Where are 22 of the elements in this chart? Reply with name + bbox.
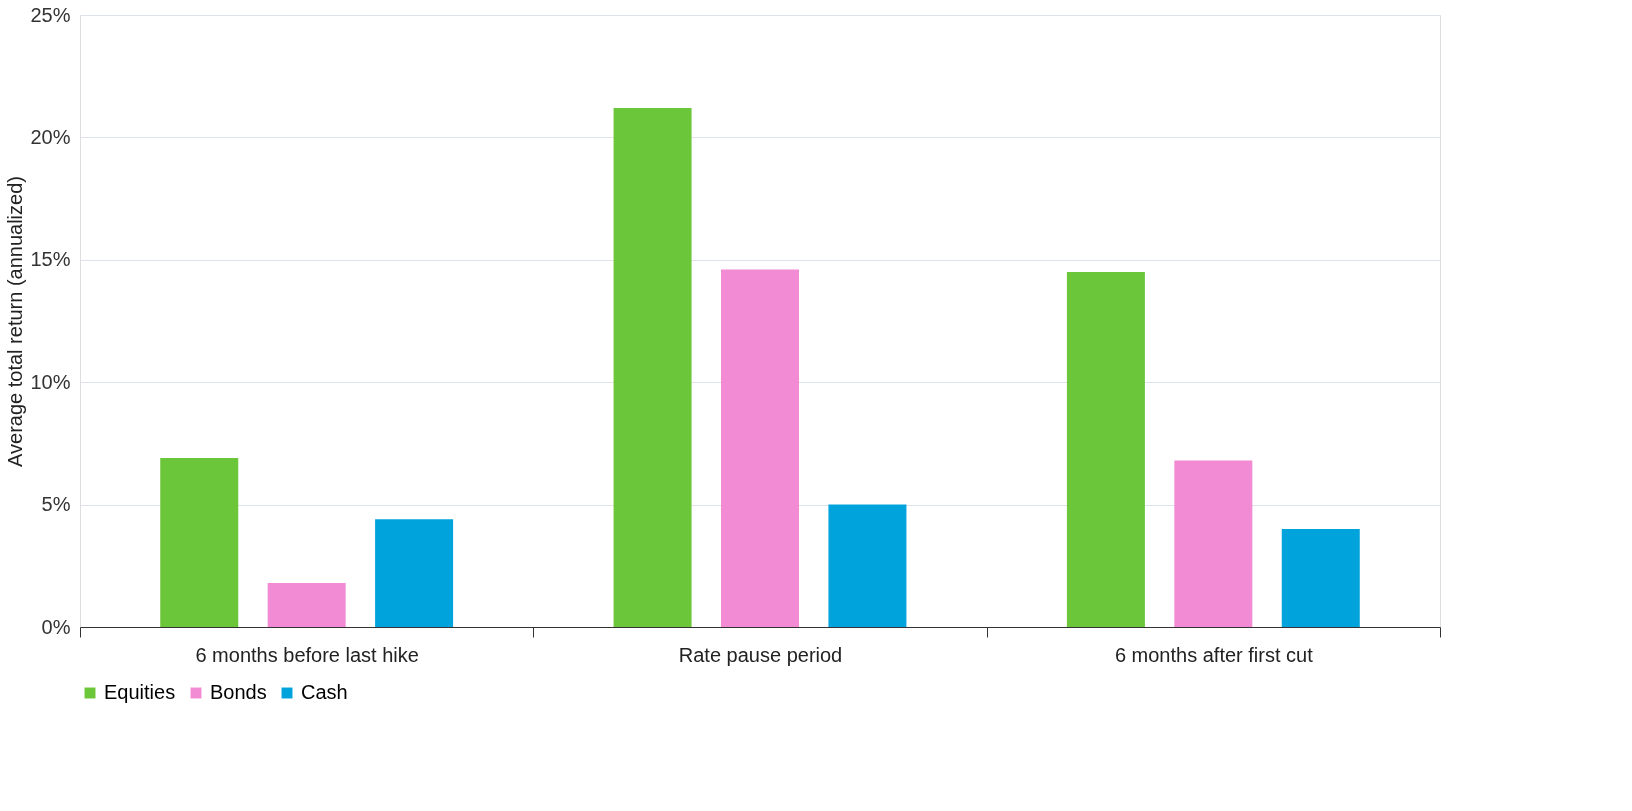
legend-label: Equities <box>104 681 176 703</box>
x-tick-label: 6 months before last hike <box>195 643 419 666</box>
y-tick-label: 10% <box>30 370 71 393</box>
y-tick-label: 0% <box>41 615 71 638</box>
bar <box>1174 460 1253 627</box>
bar <box>828 504 907 627</box>
bar <box>160 458 239 627</box>
bar <box>375 519 454 627</box>
bar <box>1066 272 1145 627</box>
x-tick-label: 6 months after first cut <box>1114 643 1314 666</box>
y-tick-label: 5% <box>41 493 71 516</box>
legend-label: Cash <box>301 681 348 703</box>
y-tick-label: 20% <box>30 125 71 148</box>
y-tick-label: 25% <box>30 3 71 26</box>
bar <box>267 582 346 627</box>
y-axis-title: Average total return (annualized) <box>4 176 27 467</box>
bar <box>721 269 799 627</box>
bar <box>613 108 692 627</box>
bar <box>1281 529 1360 627</box>
x-tick-label: Rate pause period <box>678 643 843 666</box>
legend-label: Bonds <box>210 681 267 703</box>
y-tick-label: 15% <box>30 248 71 271</box>
